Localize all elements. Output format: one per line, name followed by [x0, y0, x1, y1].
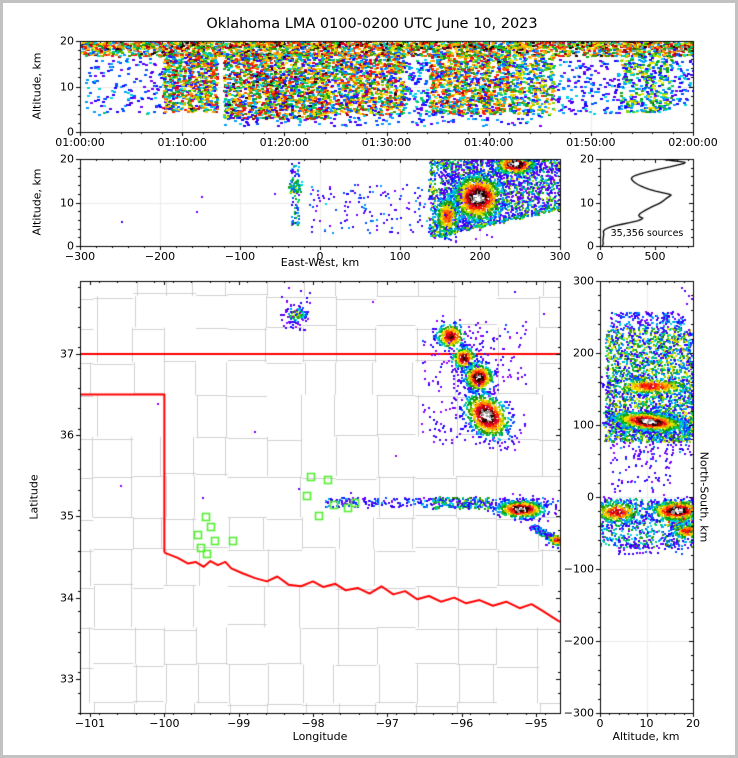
tick-label: 0	[587, 490, 594, 504]
tick-label: 300	[573, 274, 594, 288]
tick-label: 100	[389, 250, 411, 263]
time-height-ylabel: Altitude, km	[30, 52, 44, 120]
tick-label: 10	[60, 196, 74, 209]
tick-label: 100	[573, 418, 594, 432]
tick-label: 300	[549, 250, 571, 263]
tick-label: −200	[144, 250, 176, 263]
tick-label: −96	[450, 717, 474, 730]
tick-label: 01:50:00	[566, 136, 616, 149]
tick-label: 37	[60, 347, 74, 361]
tick-label: 0	[316, 250, 324, 263]
tick-label: −95	[524, 717, 548, 730]
tick-label: 01:30:00	[361, 136, 412, 149]
ew-panel-ylabel: Altitude, km	[30, 168, 44, 236]
tick-label: −97	[375, 717, 399, 730]
tick-label: 34	[60, 591, 74, 605]
tick-label: 10	[60, 80, 74, 93]
tick-label: 200	[573, 346, 594, 360]
tick-label: 33	[60, 672, 74, 686]
tick-label: 01:40:00	[463, 136, 514, 149]
ew-panel-xlabel: East-West, km	[280, 256, 360, 269]
tick-label: 0	[587, 239, 594, 253]
tick-label: 10	[580, 196, 594, 209]
tick-label: −300	[64, 250, 96, 263]
map-xlabel: Longitude	[292, 730, 348, 743]
source-count-annotation: 35,356 sources	[610, 228, 684, 239]
map-ylabel: Latitude	[27, 474, 41, 520]
tick-label: 20	[580, 152, 594, 166]
tick-label: 35	[60, 509, 74, 523]
tick-label: −100	[224, 250, 256, 263]
tick-label: 10	[639, 717, 654, 730]
tick-label: 01:10:00	[157, 136, 207, 149]
tick-label: −200	[563, 634, 594, 648]
figure-canvas	[3, 3, 735, 755]
figure-title: Oklahoma LMA 0100-0200 UTC June 10, 2023	[206, 16, 538, 32]
tick-label: 0	[67, 239, 74, 253]
tick-label: 01:20:00	[259, 136, 310, 149]
tick-label: 0	[596, 250, 604, 263]
tick-label: 500	[644, 250, 666, 263]
tick-label: 01:00:00	[55, 136, 105, 149]
tick-label: −101	[74, 717, 106, 730]
tick-label: −98	[301, 717, 325, 730]
tick-label: 0	[67, 125, 74, 139]
ns-panel-ylabel: North-South, km	[697, 451, 711, 543]
tick-label: 02:00:00	[668, 136, 718, 149]
tick-label: −100	[149, 717, 180, 730]
tick-label: 20	[686, 717, 700, 730]
tick-label: 0	[596, 717, 604, 730]
tick-label: −99	[227, 717, 251, 730]
tick-label: −300	[563, 706, 594, 720]
ns-panel-xlabel: Altitude, km	[612, 730, 680, 743]
tick-label: 200	[469, 250, 491, 263]
tick-label: −100	[563, 562, 594, 576]
tick-label: 20	[60, 34, 74, 48]
tick-label: 36	[60, 428, 74, 442]
tick-label: 20	[60, 152, 74, 166]
